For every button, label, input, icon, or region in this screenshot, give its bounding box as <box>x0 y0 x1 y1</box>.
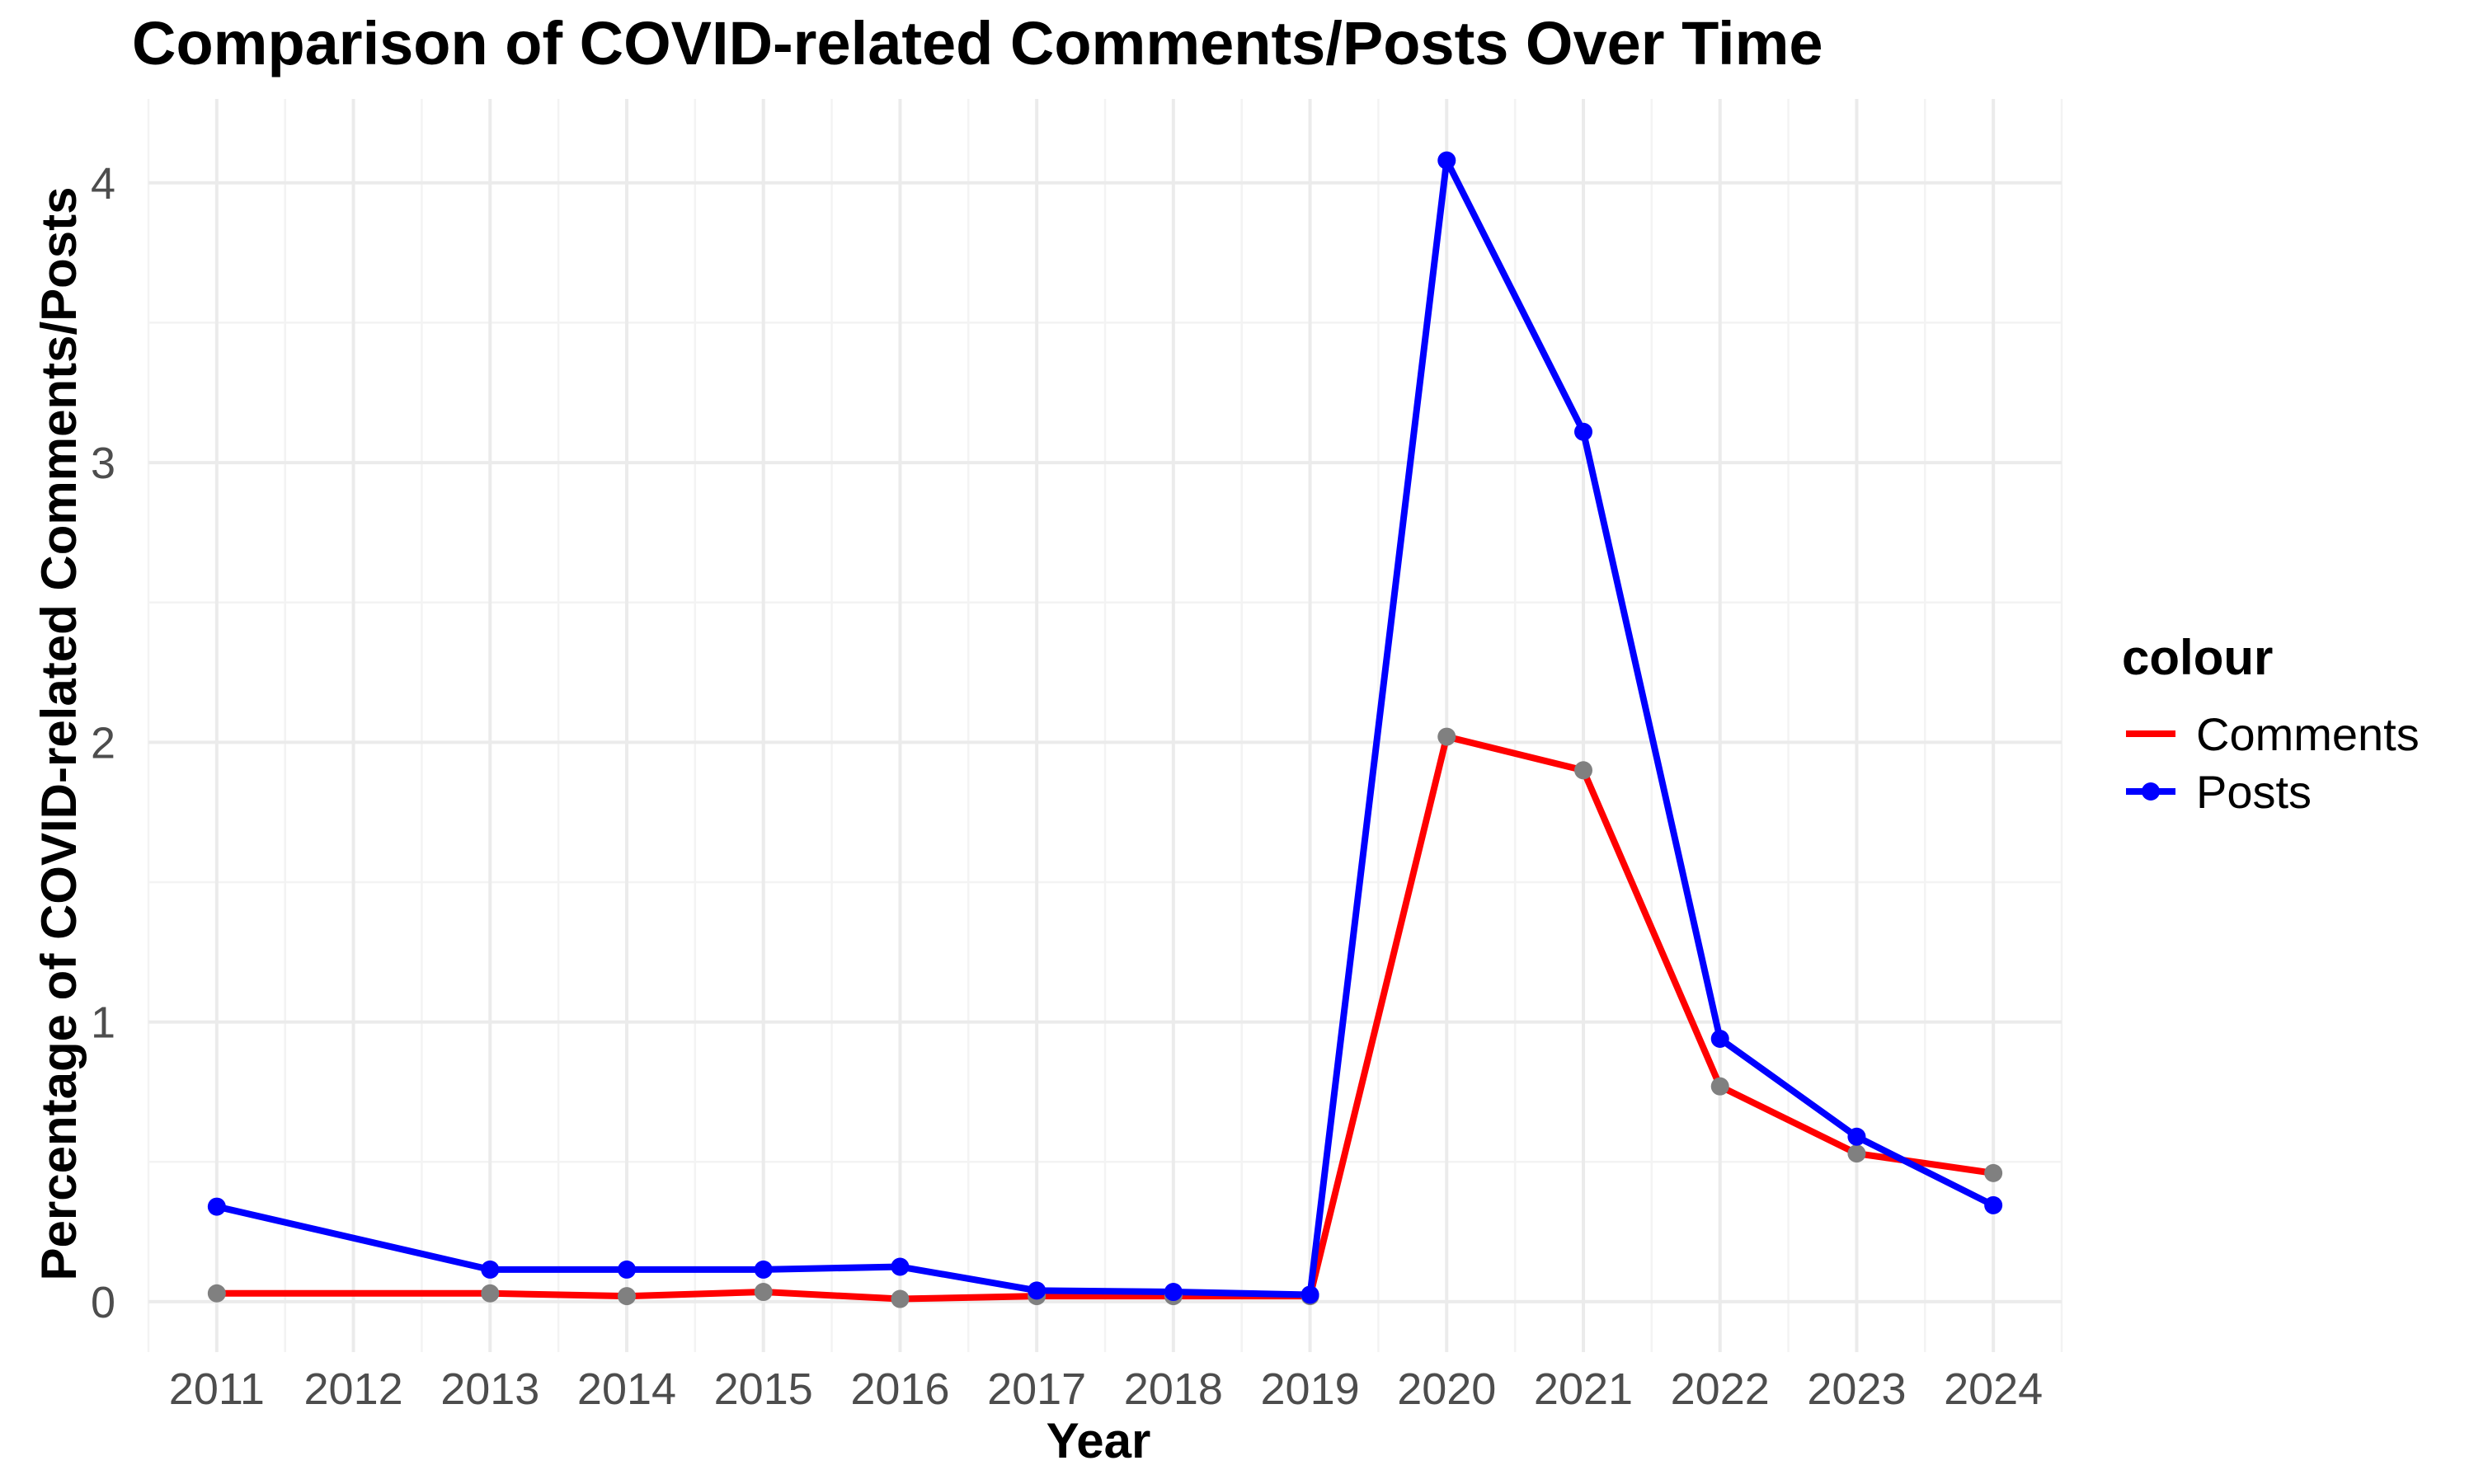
x-tick-label: 2018 <box>1124 1364 1223 1414</box>
x-tick-label: 2013 <box>440 1364 539 1414</box>
legend-item-posts: Posts <box>2126 766 2312 818</box>
chart-title: Comparison of COVID-related Comments/Pos… <box>132 9 1823 77</box>
y-axis-title: Percentage of COVID-related Comments/Pos… <box>31 186 87 1280</box>
x-tick-label: 2022 <box>1671 1364 1770 1414</box>
y-tick-label: 1 <box>91 998 115 1048</box>
x-tick-label: 2019 <box>1261 1364 1360 1414</box>
data-point-posts <box>1710 1030 1729 1048</box>
x-tick-label: 2023 <box>1807 1364 1906 1414</box>
data-point-posts <box>754 1260 773 1279</box>
legend-item-comments: Comments <box>2126 708 2420 760</box>
x-axis-title: Year <box>1047 1413 1151 1468</box>
x-axis-ticks: 2011 2012 2013 2014 2015 2016 2017 2018 2019 2020… <box>169 1364 2043 1414</box>
y-tick-label: 2 <box>91 718 115 768</box>
y-tick-label: 0 <box>91 1278 115 1327</box>
x-tick-label: 2011 <box>169 1364 265 1414</box>
data-point-posts <box>1300 1285 1319 1304</box>
x-tick-label: 2012 <box>304 1364 403 1414</box>
legend: colour Comments Posts <box>2122 630 2420 818</box>
x-tick-label: 2014 <box>577 1364 676 1414</box>
data-point-posts <box>1028 1281 1047 1300</box>
data-point-comments <box>1574 761 1592 780</box>
data-point-posts <box>1574 422 1592 441</box>
x-tick-label: 2016 <box>850 1364 949 1414</box>
data-point-posts <box>1164 1283 1183 1302</box>
legend-items: Comments Posts <box>2126 708 2420 818</box>
x-tick-label: 2024 <box>1944 1364 2043 1414</box>
legend-label: Comments <box>2196 708 2420 760</box>
data-point-comments <box>891 1289 910 1308</box>
legend-title: colour <box>2122 630 2273 685</box>
x-tick-label: 2017 <box>987 1364 1086 1414</box>
x-tick-label: 2020 <box>1397 1364 1496 1414</box>
data-point-comments <box>754 1283 773 1302</box>
data-point-comments <box>1710 1077 1729 1096</box>
data-point-posts <box>481 1260 500 1279</box>
x-tick-label: 2021 <box>1534 1364 1633 1414</box>
series-layer <box>207 151 2003 1308</box>
legend-key-point <box>2142 782 2160 801</box>
data-point-posts <box>1847 1127 1866 1146</box>
y-axis-ticks: 0 1 2 3 4 <box>91 159 115 1327</box>
y-tick-label: 4 <box>91 159 115 209</box>
y-tick-label: 3 <box>91 439 115 488</box>
data-point-comments <box>1984 1163 2003 1182</box>
x-tick-label: 2015 <box>714 1364 813 1414</box>
legend-label: Posts <box>2196 766 2312 818</box>
grid <box>147 99 2063 1352</box>
data-point-comments <box>1847 1144 1866 1163</box>
data-point-comments <box>481 1284 500 1303</box>
data-point-comments <box>618 1287 636 1306</box>
data-point-posts <box>891 1257 910 1276</box>
data-point-posts <box>1437 151 1456 170</box>
data-point-posts <box>1984 1195 2003 1214</box>
data-point-comments <box>207 1284 226 1303</box>
data-point-comments <box>1437 727 1456 746</box>
data-point-posts <box>207 1197 226 1216</box>
data-point-posts <box>618 1260 636 1279</box>
